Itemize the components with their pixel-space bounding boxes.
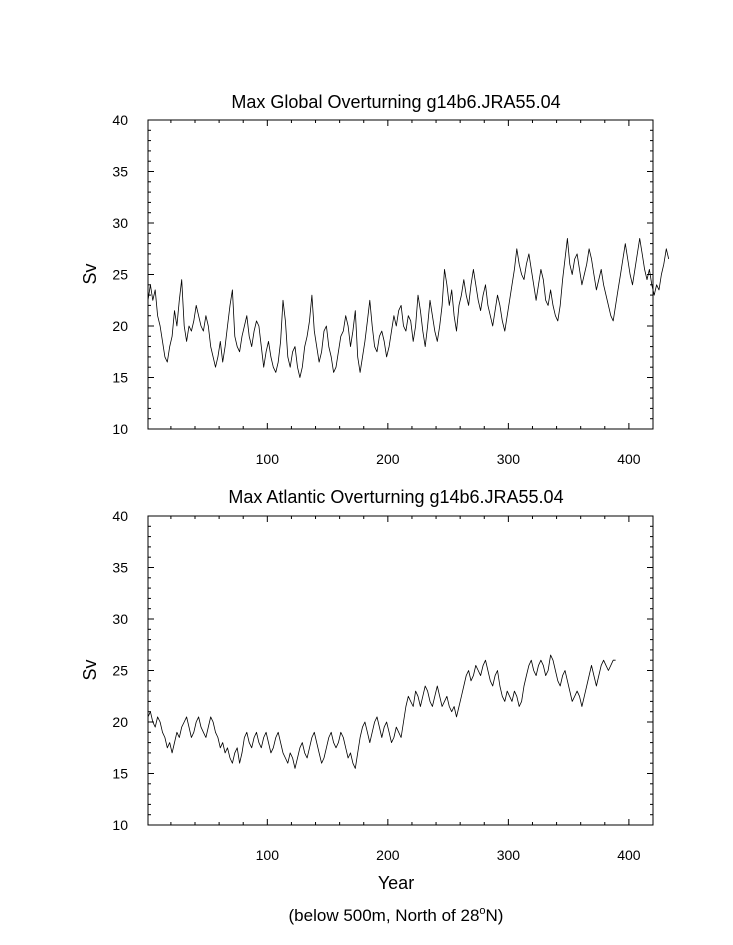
y-tick-label: 40 <box>112 112 128 128</box>
y-tick-label: 30 <box>112 611 128 627</box>
chart-title: Max Global Overturning g14b6.JRA55.04 <box>231 92 560 112</box>
y-tick-label: 20 <box>112 318 128 334</box>
x-tick-label: 100 <box>256 451 280 467</box>
y-tick-label: 10 <box>112 817 128 833</box>
x-tick-label: 200 <box>376 847 400 863</box>
y-tick-label: 35 <box>112 164 128 180</box>
y-tick-label: 30 <box>112 215 128 231</box>
x-tick-label: 100 <box>256 847 280 863</box>
global-overturning-panel: Max Global Overturning g14b6.JRA55.04 Sv… <box>80 92 670 467</box>
y-tick-label: 25 <box>112 267 128 283</box>
x-axis-label: Year <box>378 873 414 893</box>
x-tick-label: 400 <box>617 847 641 863</box>
y-tick-label: 15 <box>112 370 128 386</box>
y-tick-label: 35 <box>112 560 128 576</box>
y-axis-label: Sv <box>80 659 100 680</box>
y-tick-label: 40 <box>112 508 128 524</box>
x-tick-label: 300 <box>497 451 521 467</box>
figure-caption: (below 500m, North of 28oN) <box>289 905 504 925</box>
y-tick-label: 15 <box>112 766 128 782</box>
x-tick-label: 200 <box>376 451 400 467</box>
caption-superscript: o <box>479 905 485 917</box>
y-axis-label: Sv <box>80 263 100 284</box>
plot-frame <box>147 119 654 430</box>
y-tick-label: 25 <box>112 663 128 679</box>
x-tick-label: 400 <box>617 451 641 467</box>
atlantic-overturning-panel: Max Atlantic Overturning g14b6.JRA55.04 … <box>80 487 654 893</box>
series-line <box>147 654 616 769</box>
plot-frame <box>147 515 654 826</box>
caption-main: (below 500m, North of 28 <box>289 906 480 925</box>
chart-title: Max Atlantic Overturning g14b6.JRA55.04 <box>228 487 563 507</box>
y-tick-label: 10 <box>112 421 128 437</box>
x-tick-label: 300 <box>497 847 521 863</box>
series-line <box>147 237 670 378</box>
caption-end: N) <box>486 906 504 925</box>
y-tick-label: 20 <box>112 714 128 730</box>
